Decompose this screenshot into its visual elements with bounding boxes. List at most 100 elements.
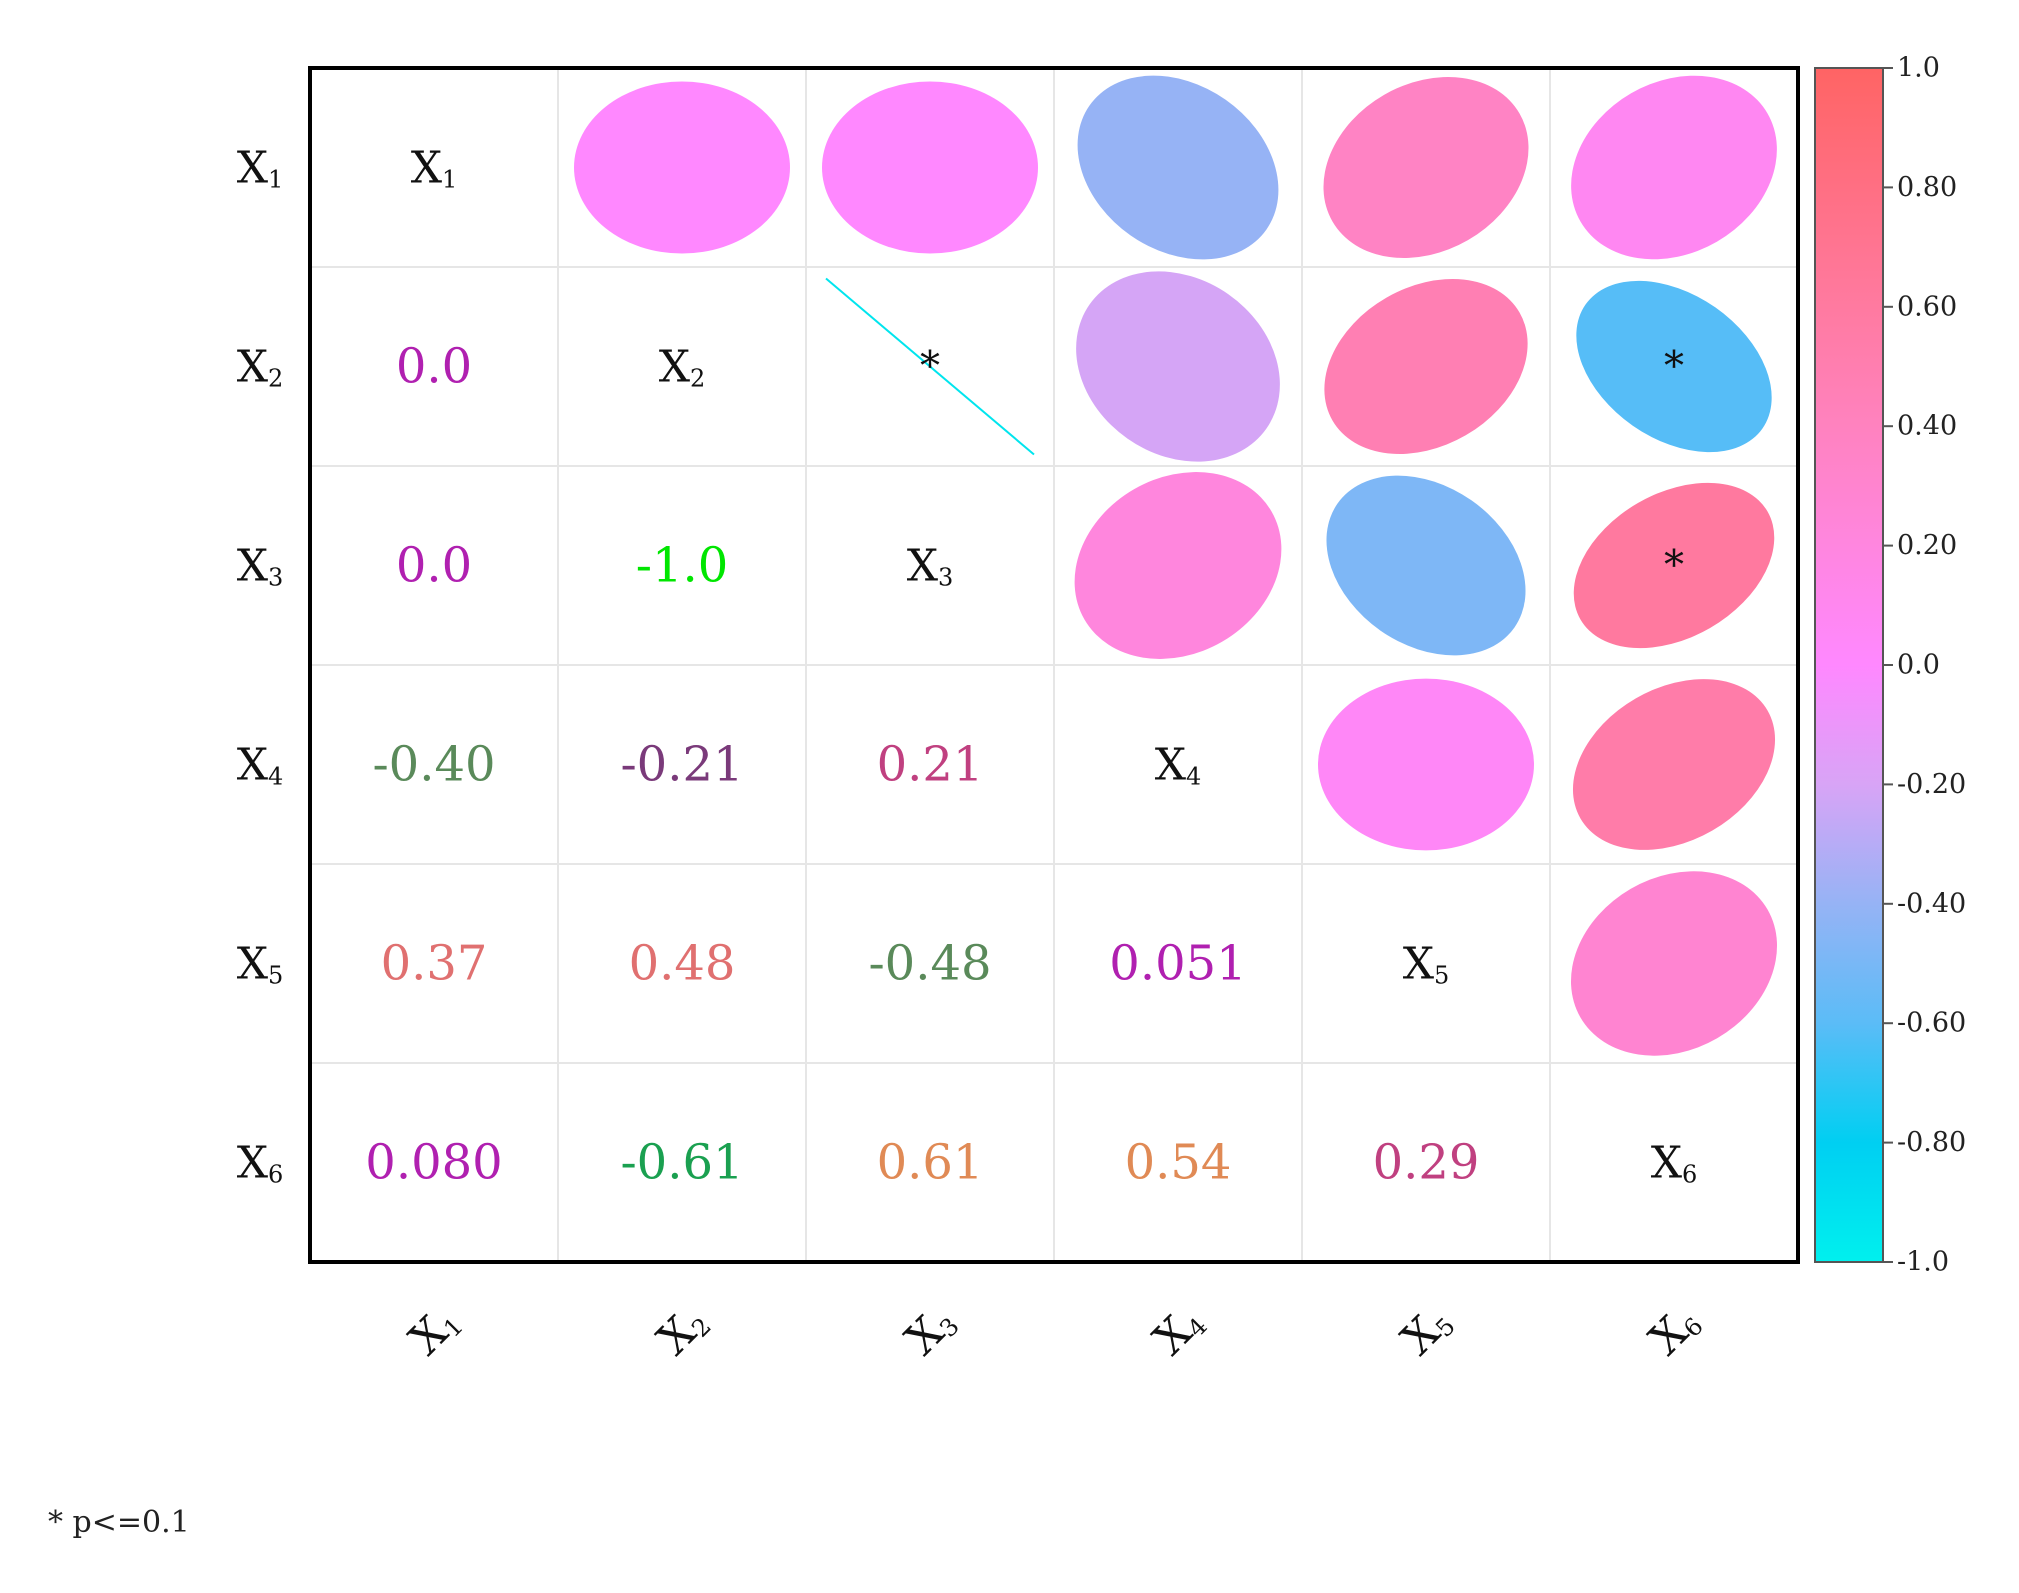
coefficient-label: 0.29 [1373,1135,1480,1191]
cell-5-5: X6 [1651,1137,1698,1189]
cell-4-5 [1570,871,1778,1056]
correlation-ellipse [1576,280,1772,453]
diagonal-label: X5 [1403,938,1450,990]
cell-2-3 [1074,472,1282,659]
row-label: X5 [237,938,284,990]
correlation-ellipse [1571,75,1777,260]
column-label: X4 [1143,1295,1212,1364]
significance-note: * p<=0.1 [48,1505,190,1540]
correlation-ellipse [1076,271,1280,462]
diagonal-label: X3 [907,540,954,592]
correlation-ellipse [1074,472,1282,659]
cell-0-0: X1 [411,142,458,194]
cell-0-1 [574,81,790,254]
row-labels: X1 X2 X3 X4 X5 X6 [237,142,284,1189]
cell-1-0: 0.0 [396,339,472,395]
cell-3-3: X4 [1155,739,1202,791]
cell-2-5: * [1573,482,1775,649]
colorbar-tick-label: 0.80 [1897,172,1957,203]
matrix-cells: X1 0.0 X2 * * 0.0 -1.0 X3 * -0.40 -0.21 0.21 X4 0.37 0… [365,75,1778,1191]
coefficient-label: 0.61 [877,1135,984,1191]
cell-5-4: 0.29 [1373,1135,1480,1191]
cell-4-1: 0.48 [629,936,736,992]
cell-5-1: -0.61 [620,1135,743,1191]
column-label: X6 [1639,1295,1708,1364]
correlation-ellipse [1077,75,1279,260]
cell-3-4 [1318,678,1534,851]
correlation-ellipse [1323,76,1529,259]
cell-1-4 [1324,279,1528,454]
coefficient-label: 0.080 [365,1135,502,1191]
colorbar-tick-label: -0.20 [1897,769,1966,800]
cell-3-5 [1572,679,1776,850]
coefficient-label: -0.48 [868,936,991,992]
diagonal-label: X2 [659,341,706,393]
diagonal-label: X1 [411,142,458,194]
coefficient-label: -0.40 [372,737,495,793]
colorbar-tick-label: -1.0 [1897,1247,1949,1278]
significance-marker: * [920,344,940,390]
correlation-ellipse [1326,475,1526,656]
cell-3-0: -0.40 [372,737,495,793]
correlation-ellipse [1318,678,1534,851]
row-label: X6 [237,1137,284,1189]
column-label: X3 [895,1295,964,1364]
coefficient-label: 0.051 [1109,936,1246,992]
cell-4-2: -0.48 [868,936,991,992]
column-labels: X1 X2 X3 X4 X5 X6 [399,1295,1708,1365]
cell-4-4: X5 [1403,938,1450,990]
coefficient-label: 0.21 [877,737,984,793]
colorbar-tick-label: -0.80 [1897,1127,1966,1158]
plot-frame [308,66,1800,1264]
coefficient-label: 0.0 [396,538,472,594]
cell-0-3 [1077,75,1279,260]
cell-5-0: 0.080 [365,1135,502,1191]
cell-5-3: 0.54 [1125,1135,1232,1191]
cell-2-2: X3 [907,540,954,592]
correlation-ellipse [1573,482,1775,649]
colorbar-tick-label: 0.60 [1897,291,1957,322]
colorbar: 1.0 0.80 0.60 0.40 0.20 0.0 -0.20 -0.40 -0.60 -0.… [1814,53,1966,1278]
colorbar-tick-label: 1.0 [1897,53,1940,84]
cell-0-5 [1571,75,1777,260]
cell-4-3: 0.051 [1109,936,1246,992]
colorbar-bar [1814,67,1884,1263]
cell-2-1: -1.0 [636,538,729,594]
coefficient-label: 0.54 [1125,1135,1232,1191]
correlation-ellipse [822,81,1038,254]
cell-1-3 [1076,271,1280,462]
coefficient-label: -1.0 [636,538,729,594]
coefficient-label: 0.48 [629,936,736,992]
cell-1-1: X2 [659,341,706,393]
cell-3-2: 0.21 [877,737,984,793]
column-label: X1 [399,1295,468,1364]
grid-lines [310,68,1798,1262]
colorbar-tick-label: 0.0 [1897,650,1940,681]
cell-3-1: -0.21 [620,737,743,793]
column-label: X2 [647,1295,716,1364]
correlation-line [825,277,1035,456]
significance-marker: * [1664,344,1684,390]
cell-2-0: 0.0 [396,538,472,594]
coefficient-label: -0.21 [620,737,743,793]
coefficient-label: 0.0 [396,339,472,395]
cell-2-4 [1326,475,1526,656]
diagonal-label: X6 [1651,1137,1698,1189]
correlation-ellipse [1572,679,1776,850]
colorbar-tick-label: 0.40 [1897,411,1957,442]
row-label: X1 [237,142,284,194]
correlation-ellipse [574,81,790,254]
coefficient-label: 0.37 [381,936,488,992]
cell-1-5: * [1576,280,1772,453]
correlation-ellipse [1324,279,1528,454]
colorbar-tick-label: -0.60 [1897,1008,1966,1039]
colorbar-tick-label: -0.40 [1897,888,1966,919]
cell-5-2: 0.61 [877,1135,984,1191]
significance-marker: * [1664,543,1684,589]
diagonal-label: X4 [1155,739,1202,791]
row-label: X2 [237,341,284,393]
correlation-ellipse [1570,871,1778,1056]
cell-1-2: * [825,277,1035,456]
row-label: X3 [237,540,284,592]
column-label: X5 [1391,1295,1460,1364]
